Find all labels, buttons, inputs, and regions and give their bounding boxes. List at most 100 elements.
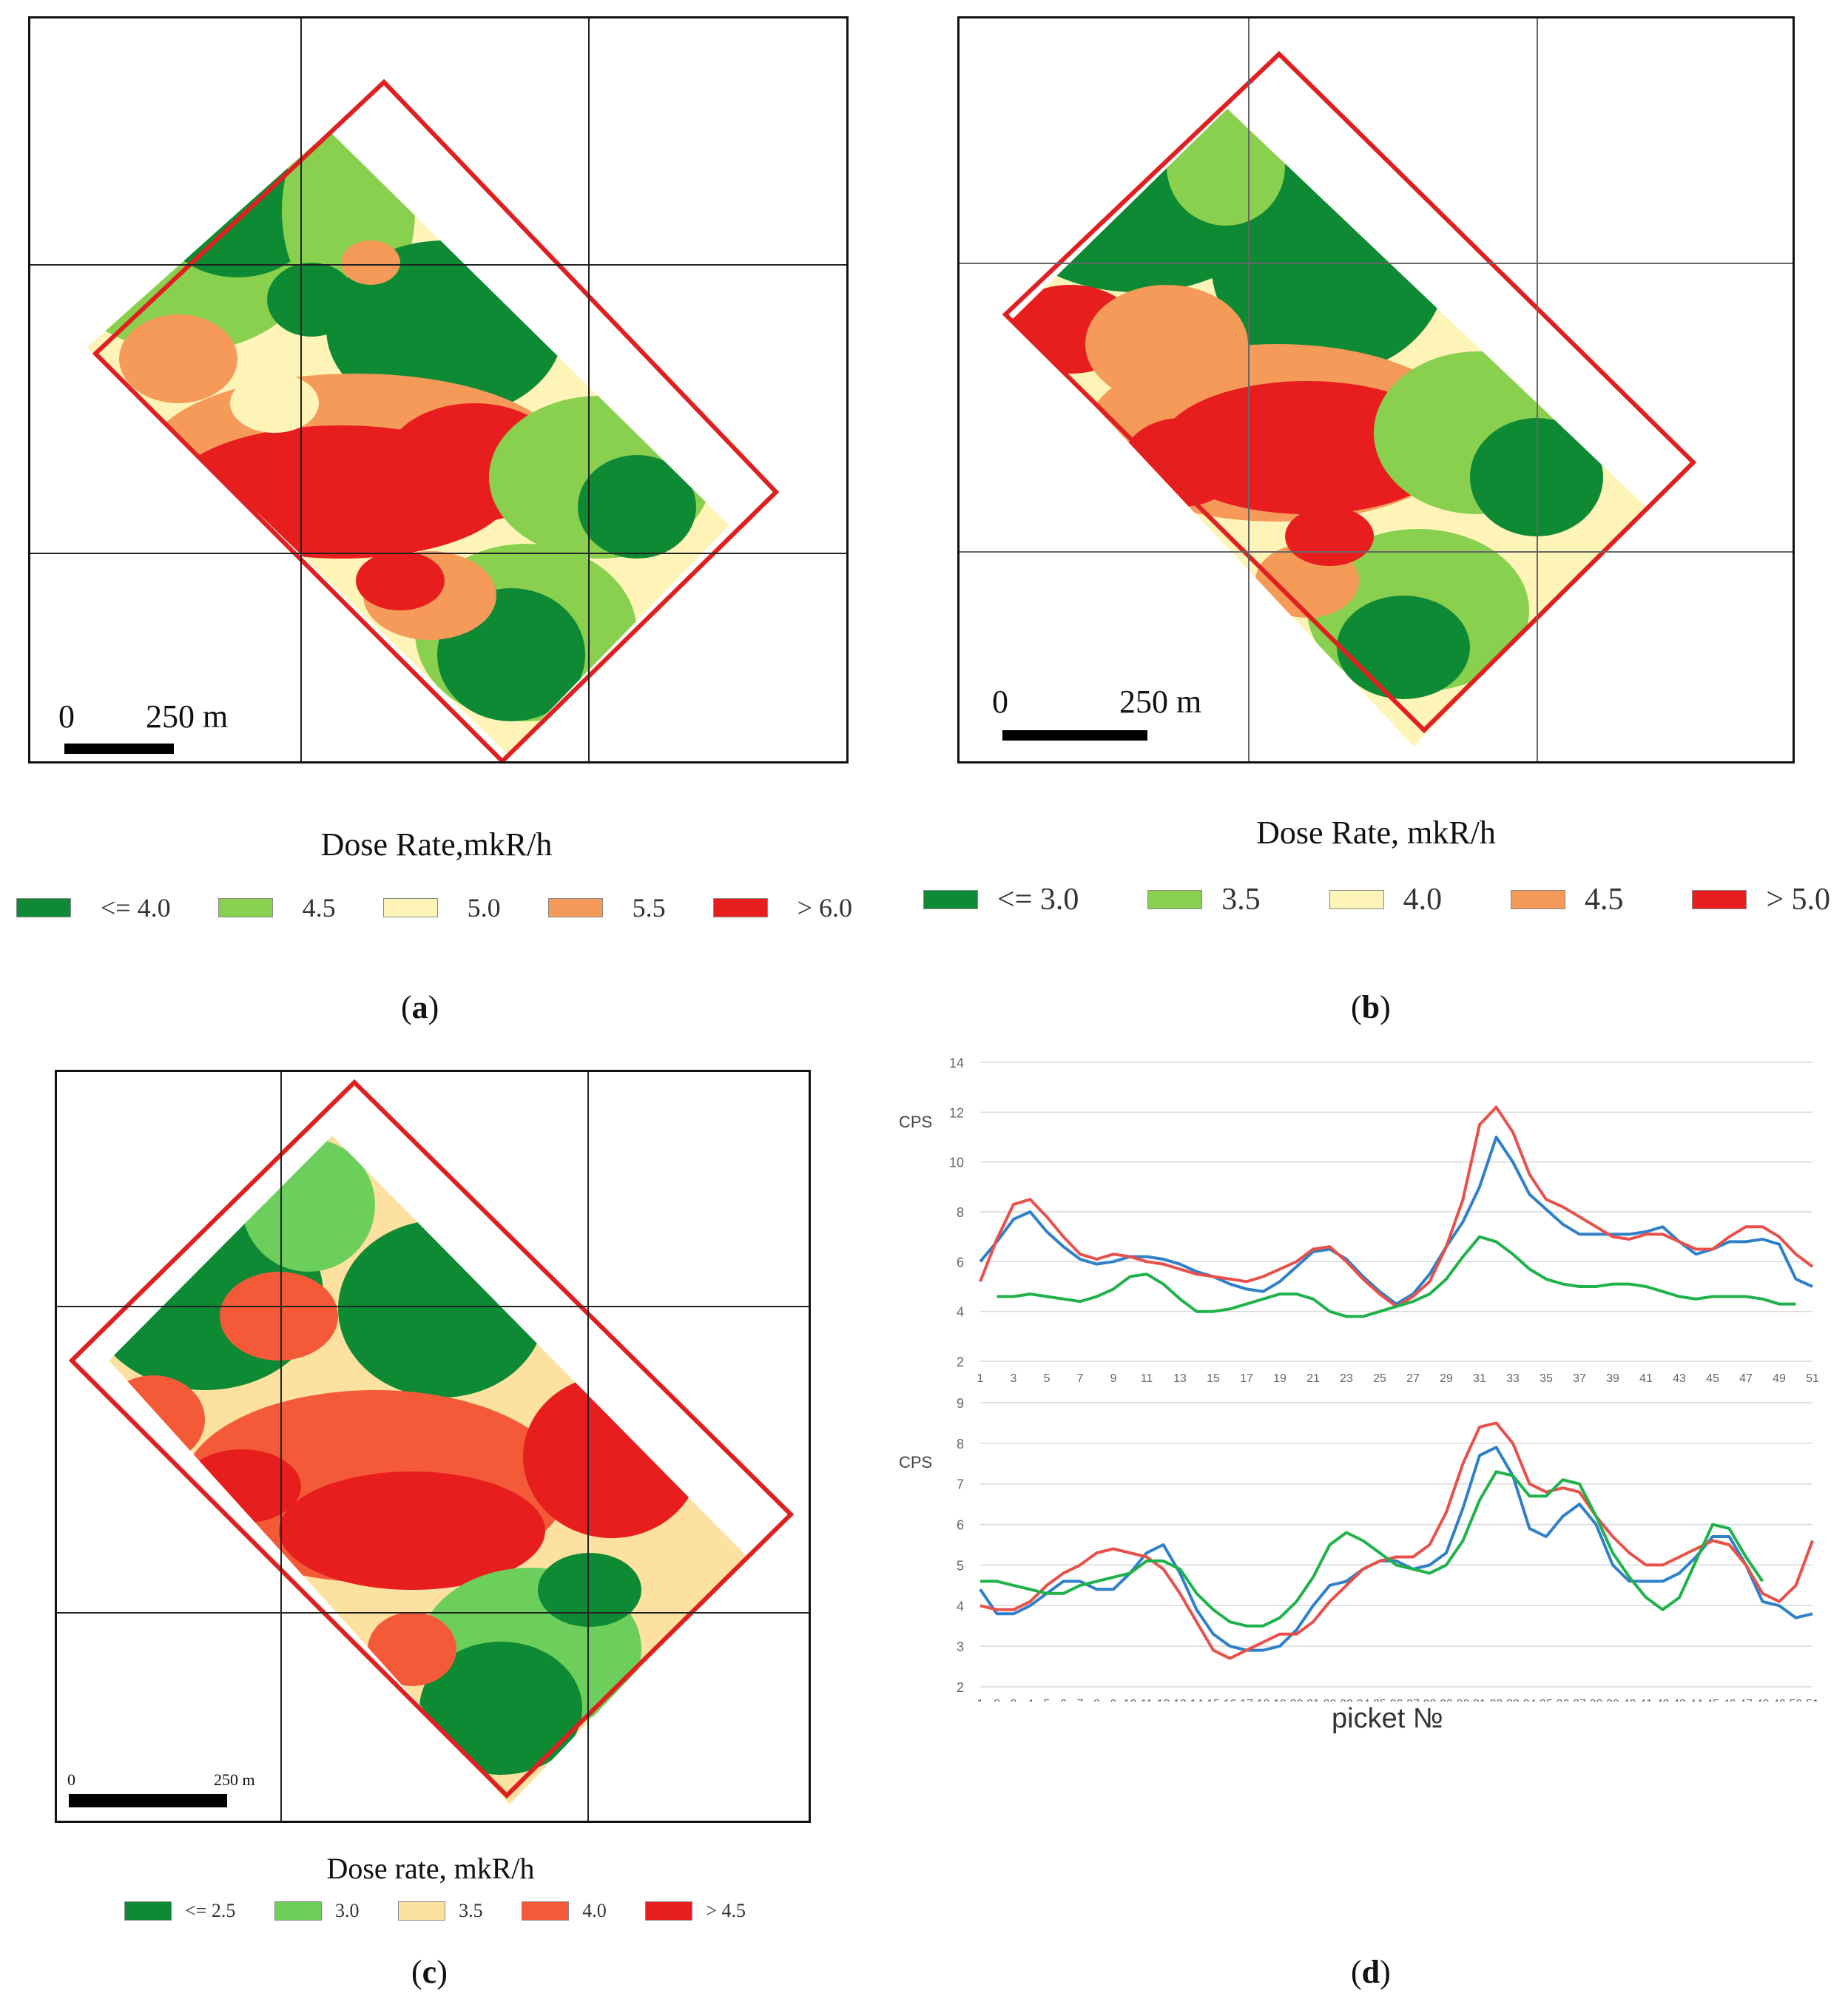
map-a-scale-distance: 250 m	[146, 698, 229, 735]
chart-1-xtick: 23	[1340, 1698, 1353, 1702]
chart-1-xtick: 21	[1306, 1698, 1320, 1702]
chart-1-xtick: 12	[1157, 1698, 1170, 1702]
map-b-scale-zero: 0	[992, 684, 1008, 720]
legend-a: <= 4.0 4.5 5.0 5.5 > 6.0	[16, 892, 852, 923]
map-a-grid-h1	[30, 264, 846, 266]
chart-0-xtick: 11	[1141, 1372, 1153, 1385]
chart-1-series-green	[980, 1470, 1764, 1628]
chart-0-xtick: 41	[1639, 1372, 1653, 1385]
chart-1-xtick: 44	[1690, 1698, 1703, 1702]
chart-1-xtick: 15	[1207, 1698, 1220, 1702]
chart-1-xtick: 17	[1240, 1698, 1253, 1702]
chart-0-xtick: 39	[1606, 1372, 1619, 1385]
chart-0-ytick: 6	[957, 1255, 964, 1270]
legend-b-item-4: 4.5	[1510, 882, 1623, 917]
chart-0-xtick: 51	[1806, 1372, 1819, 1385]
chart-0-xtick: 49	[1773, 1372, 1786, 1385]
caption-d-letter: d	[1361, 1954, 1380, 1990]
chart-1-xtick: 38	[1590, 1698, 1603, 1702]
chart-1-xtick: 45	[1706, 1698, 1719, 1702]
chart-1-xtick: 10	[1124, 1698, 1137, 1702]
chart-xlabel: picket №	[1332, 1703, 1443, 1734]
chart-0-ytick: 4	[957, 1305, 964, 1320]
caption-c: (c)	[411, 1954, 448, 1990]
chart-1-xtick: 18	[1257, 1698, 1270, 1702]
map-b-grid-h2	[960, 551, 1793, 553]
legend-c-item-2: 3.0	[274, 1900, 359, 1922]
map-a-grid-h2	[30, 553, 846, 554]
chart-1-xtick: 5	[1044, 1698, 1051, 1702]
chart-0-ytick: 2	[957, 1355, 964, 1369]
chart-1-xtick: 3	[1011, 1698, 1017, 1702]
chart-1-ytick: 5	[957, 1558, 964, 1573]
chart-1-xtick: 49	[1773, 1698, 1786, 1702]
chart-0-series-red	[979, 1105, 1814, 1308]
legend-a-swatch-5	[712, 898, 768, 917]
map-c-grid-v1	[280, 1072, 282, 1821]
chart-1-ytick: 8	[957, 1437, 964, 1452]
map-a-grid-v2	[588, 18, 590, 761]
chart-1-series-red	[979, 1421, 1814, 1660]
legend-b-swatch-4	[1510, 890, 1565, 909]
chart-0-xtick: 9	[1110, 1372, 1117, 1385]
chart-1-xtick: 24	[1357, 1698, 1370, 1702]
chart-1-series-blue	[979, 1446, 1813, 1652]
chart-1-xtick: 26	[1390, 1698, 1403, 1702]
chart-0-ylabel: CPS	[899, 1113, 932, 1131]
chart-1-xtick: 7	[1077, 1698, 1084, 1702]
legend-a-item-2: 4.5	[217, 892, 336, 923]
map-b-grid-h1	[960, 263, 1793, 264]
map-b-grid-v2	[1537, 18, 1538, 761]
chart-1-xtick: 29	[1440, 1698, 1453, 1702]
chart-1-ytick: 7	[957, 1477, 964, 1492]
legend-b-swatch-2	[1147, 890, 1203, 909]
map-b-dose-field	[1013, 109, 1646, 746]
map-c-survey-boundary	[68, 1079, 795, 1799]
map-c-grid-h1	[57, 1306, 809, 1307]
chart-0-ytick: 14	[949, 1056, 964, 1071]
chart-1-ytick: 9	[957, 1396, 964, 1411]
chart-1-xtick: 48	[1756, 1698, 1770, 1702]
chart-bottom: 2345678912345678910111213141516171819202…	[899, 1396, 1819, 1702]
legend-b-swatch-5	[1692, 890, 1747, 909]
legend-a-swatch-4	[547, 898, 603, 917]
caption-a-letter: a	[411, 989, 428, 1025]
chart-0-xtick: 33	[1506, 1372, 1520, 1385]
map-a-survey-boundary	[92, 78, 780, 761]
chart-1-xtick: 30	[1457, 1698, 1470, 1702]
chart-1-xtick: 25	[1373, 1698, 1386, 1702]
chart-0-xtick: 19	[1273, 1372, 1286, 1385]
chart-0-xtick: 37	[1573, 1372, 1586, 1385]
map-c-grid-v2	[587, 1072, 589, 1821]
chart-1-xtick: 36	[1557, 1698, 1570, 1702]
legend-c-swatch-5	[645, 1901, 693, 1921]
chart-0-xtick: 25	[1373, 1372, 1386, 1385]
chart-0-xtick: 27	[1406, 1372, 1420, 1385]
chart-0-xtick: 35	[1540, 1372, 1553, 1385]
chart-0-xtick: 15	[1207, 1372, 1220, 1385]
chart-0-xtick: 7	[1077, 1372, 1084, 1385]
caption-a: (a)	[401, 989, 439, 1025]
legend-c-item-3: 3.5	[398, 1900, 483, 1922]
legend-b-swatch-1	[923, 890, 978, 909]
chart-1-xtick: 41	[1639, 1698, 1653, 1702]
caption-b: (b)	[1351, 989, 1391, 1025]
legend-a-swatch-1	[16, 898, 71, 917]
chart-1-xtick: 32	[1490, 1698, 1503, 1702]
map-a-scale-zero: 0	[58, 698, 75, 735]
legend-a-item-4: 5.5	[547, 892, 666, 923]
legend-c-swatch-2	[274, 1901, 322, 1921]
chart-0-xtick: 43	[1673, 1372, 1686, 1385]
chart-0-ytick: 8	[957, 1205, 964, 1220]
map-a-frame: 0 250 m	[28, 16, 849, 763]
legend-a-item-1: <= 4.0	[16, 892, 171, 923]
chart-1-xtick: 46	[1723, 1698, 1736, 1702]
chart-0-xtick: 3	[1011, 1372, 1017, 1385]
chart-1-ytick: 2	[957, 1680, 964, 1695]
chart-0-xtick: 47	[1739, 1372, 1753, 1385]
legend-c: <= 2.5 3.0 3.5 4.0 > 4.5	[124, 1900, 746, 1922]
chart-1-ylabel: CPS	[899, 1453, 932, 1472]
legend-c-swatch-4	[522, 1901, 570, 1921]
chart-1-xtick: 47	[1739, 1698, 1753, 1702]
